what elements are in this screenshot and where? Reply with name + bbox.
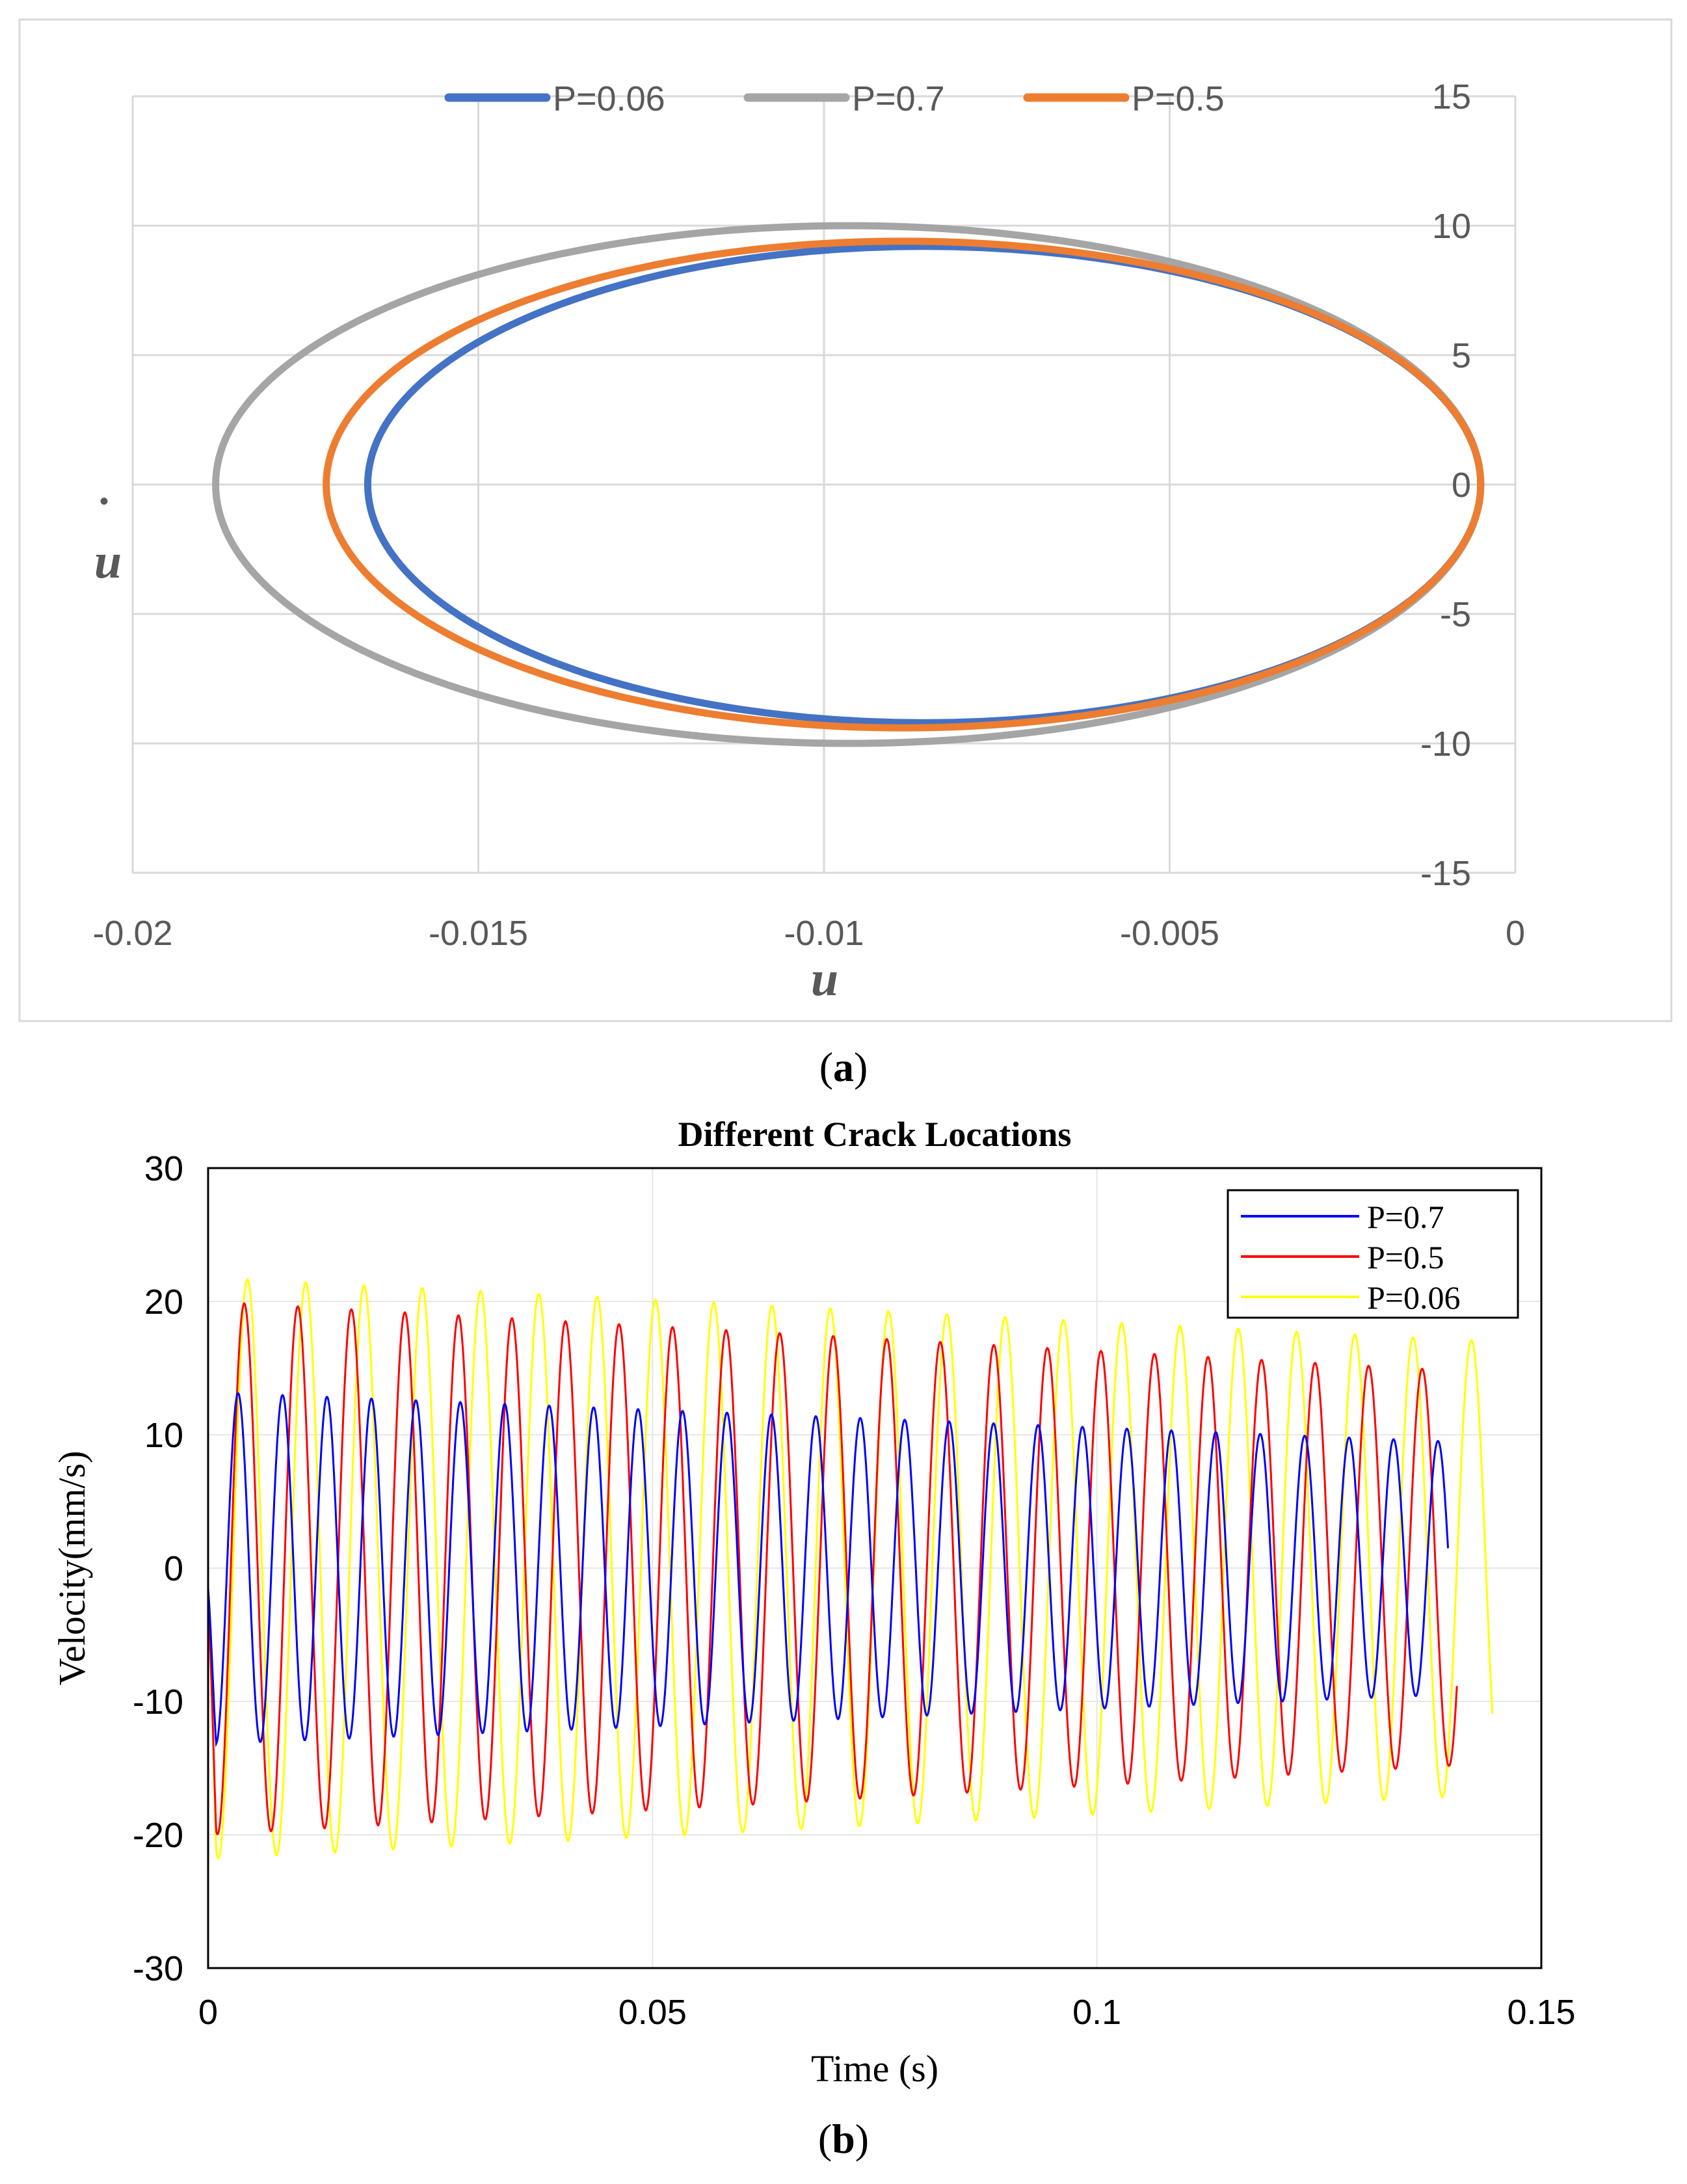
chart-b-y-tick-label: -30 xyxy=(133,1949,183,1988)
chart-b-y-tick-label: -10 xyxy=(133,1683,183,1722)
panel-label-b: (b) xyxy=(818,2116,869,2162)
chart-a-y-axis-label: u xyxy=(94,534,122,589)
chart-b-legend-label: P=0.06 xyxy=(1367,1279,1461,1316)
chart-b-y-tick-label: 10 xyxy=(144,1416,183,1455)
chart-a-x-tick-label: -0.015 xyxy=(429,914,528,953)
chart-b-x-tick-labels: 0 0.05 0.1 0.15 xyxy=(198,1993,1576,2032)
chart-a-y-tick-label: 10 xyxy=(1432,207,1471,246)
chart-b-legend-label: P=0.5 xyxy=(1367,1239,1444,1275)
chart-a-y-tick-labels: 15 10 5 0 -5 -10 -15 xyxy=(1420,77,1471,893)
chart-a-series-p-0-7 xyxy=(212,222,1485,747)
chart-a-legend-label: P=0.06 xyxy=(553,79,665,118)
chart-b-x-tick-label: 0 xyxy=(198,1993,218,2032)
chart-a-series xyxy=(212,222,1485,747)
chart-b-legend: P=0.7 P=0.5 P=0.06 xyxy=(1227,1189,1519,1319)
chart-a-legend: P=0.06 P=0.7 P=0.5 xyxy=(444,79,1225,118)
chart-a-x-tick-label: -0.005 xyxy=(1120,914,1219,953)
chart-a-x-axis-label: u xyxy=(811,952,838,1006)
chart-a-y-tick-label: -5 xyxy=(1440,595,1471,634)
chart-b-series xyxy=(207,1278,1494,1859)
chart-b-title: Different Crack Locations xyxy=(678,1115,1072,1154)
chart-a-y-axis-label-dot: • xyxy=(100,487,109,516)
chart-b-y-tick-label: -20 xyxy=(133,1816,183,1855)
chart-b-y-axis-label: Velocity(mm/s) xyxy=(51,1451,93,1686)
chart-b-series-p-0-06 xyxy=(207,1278,1494,1859)
chart-b-y-tick-label: 30 xyxy=(144,1149,183,1188)
chart-a-frame xyxy=(18,18,1673,1022)
chart-b-series-p-0-5 xyxy=(207,1302,1458,1835)
chart-a-y-tick-label: -15 xyxy=(1420,854,1471,893)
chart-b-x-tick-label: 0.1 xyxy=(1072,1993,1121,2032)
panel-label-a: (a) xyxy=(819,1044,868,1090)
chart-a-y-tick-label: 15 xyxy=(1432,77,1471,116)
chart-a-series-p-0-5 xyxy=(323,237,1485,732)
chart-b-x-axis-label: Time (s) xyxy=(811,2047,938,2090)
chart-a-x-tick-label: -0.02 xyxy=(92,914,172,953)
chart-a-x-tick-label: -0.01 xyxy=(784,914,864,953)
chart-a-x-tick-label: 0 xyxy=(1506,914,1525,953)
chart-b: Different Crack Locations 0 0.05 0.1 0.15 3… xyxy=(51,1115,1576,2090)
chart-b-legend-label: P=0.7 xyxy=(1367,1199,1444,1235)
chart-a-legend-label: P=0.5 xyxy=(1132,79,1225,118)
chart-b-y-tick-label: 20 xyxy=(144,1283,183,1322)
chart-a-y-tick-label: -10 xyxy=(1420,725,1471,764)
chart-a-y-tick-label: 0 xyxy=(1452,466,1471,505)
chart-a-y-tick-label: 5 xyxy=(1452,336,1471,375)
chart-a-x-tick-labels: -0.02 -0.015 -0.01 -0.005 0 xyxy=(92,914,1525,953)
chart-b-x-tick-label: 0.05 xyxy=(618,1993,687,2032)
chart-a: -0.02 -0.015 -0.01 -0.005 0 15 10 5 0 -5 -10 -15 P… xyxy=(18,18,1673,1022)
chart-b-series-p-0-7 xyxy=(207,1392,1449,1748)
chart-b-y-tick-labels: 30 20 10 0 -10 -20 -30 xyxy=(133,1149,183,1988)
chart-b-x-tick-label: 0.15 xyxy=(1507,1993,1575,2032)
chart-b-y-tick-label: 0 xyxy=(164,1549,183,1588)
chart-a-legend-label: P=0.7 xyxy=(852,79,945,118)
chart-b-axes-box xyxy=(207,1167,1543,1969)
